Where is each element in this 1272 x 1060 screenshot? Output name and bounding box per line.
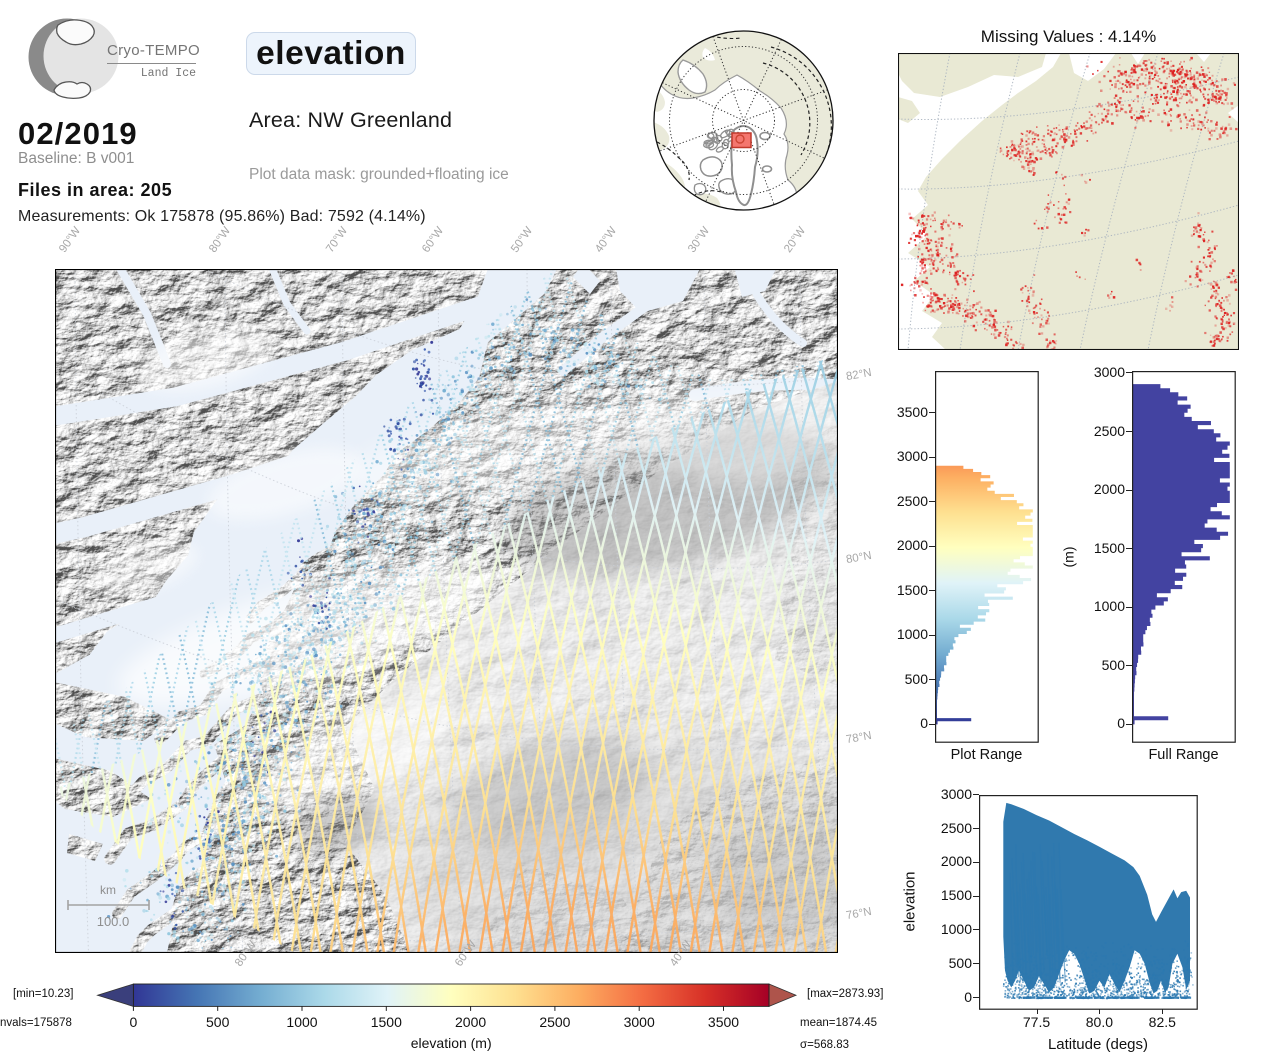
svg-text:100.0: 100.0 <box>97 914 130 929</box>
svg-text:km: km <box>100 883 116 897</box>
